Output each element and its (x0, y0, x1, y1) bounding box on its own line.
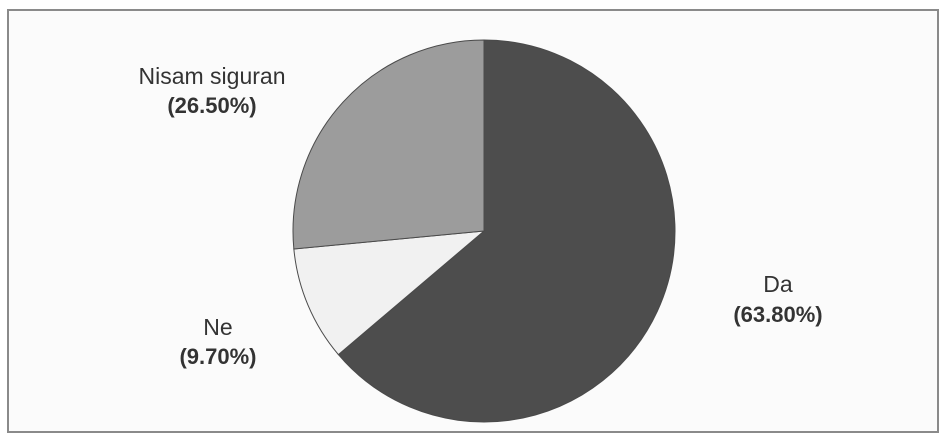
slice-label-ne: Ne (9.70%) (179, 314, 256, 369)
slice-label-da-name: Da (763, 271, 793, 297)
pie-slice-nisam-siguran (292, 39, 485, 250)
slice-label-ne-value: (9.70%) (179, 344, 256, 369)
slice-label-da-value: (63.80%) (733, 302, 822, 327)
slice-label-nisam-siguran-value: (26.50%) (167, 93, 256, 118)
pie-slices (292, 39, 676, 423)
pie-slice-ne (293, 230, 486, 356)
slice-label-nisam-siguran: Nisam siguran (26.50%) (139, 63, 286, 118)
slice-label-da: Da (63.80%) (733, 271, 822, 327)
pie-slice-da (337, 39, 676, 423)
slice-label-ne-name: Ne (203, 314, 232, 340)
slice-label-nisam-siguran-name: Nisam siguran (139, 63, 286, 89)
